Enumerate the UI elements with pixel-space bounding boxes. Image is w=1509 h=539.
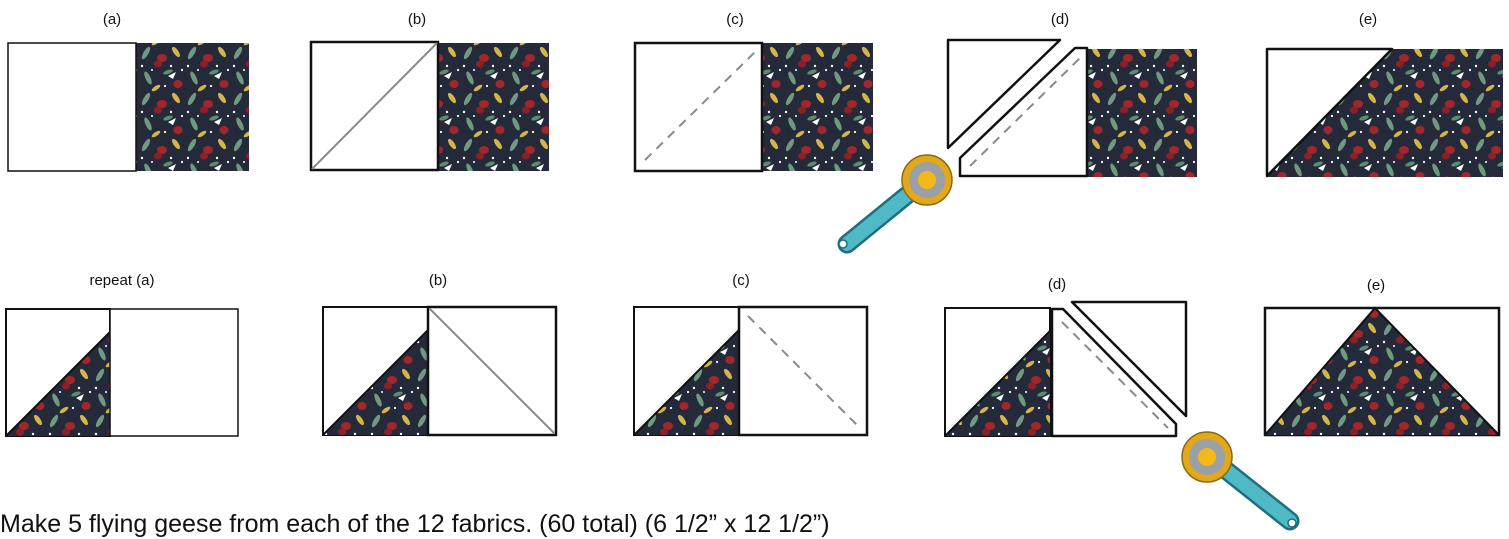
dashed-stitch-line xyxy=(644,51,756,161)
diagonal-line xyxy=(429,308,555,434)
fabric-rectangle xyxy=(136,43,249,171)
step-label-repeat-a: repeat (a) xyxy=(89,272,154,289)
step-b-row2 xyxy=(322,305,558,437)
step-c-row1 xyxy=(633,41,873,173)
dashed-stitch-line xyxy=(1061,321,1169,429)
step-label-a: (a) xyxy=(103,11,121,28)
step-a-row2 xyxy=(5,308,239,437)
white-square xyxy=(109,308,239,437)
dashed-stitch-line xyxy=(969,57,1081,167)
rotary-cutter-icon xyxy=(837,154,953,254)
step-label-b: (b) xyxy=(408,11,426,28)
step-e-row2 xyxy=(1263,306,1501,437)
instruction-caption: Make 5 flying geese from each of the 12 … xyxy=(0,510,830,538)
white-square xyxy=(633,41,764,173)
step-a-row1 xyxy=(7,42,249,172)
remaining-piece xyxy=(958,46,1089,178)
white-triangle xyxy=(1265,47,1394,178)
step-d-row1 xyxy=(837,38,1197,254)
fabric-goose-triangle xyxy=(1265,308,1499,435)
step-b-row1 xyxy=(309,40,549,172)
fabric-rectangle xyxy=(438,43,549,171)
step-e-row1 xyxy=(1265,47,1503,178)
step-label-c-row2: (c) xyxy=(732,272,750,289)
white-square xyxy=(737,305,869,437)
cut-triangle xyxy=(1070,300,1188,418)
step-label-e: (e) xyxy=(1359,11,1377,28)
step-label-c: (c) xyxy=(726,11,744,28)
white-square xyxy=(7,42,137,172)
step-label-e-row2: (e) xyxy=(1367,277,1385,294)
step-d-row2 xyxy=(944,300,1300,531)
fabric-rectangle xyxy=(1087,49,1197,177)
diagonal-line xyxy=(311,42,438,170)
step-label-b-row2: (b) xyxy=(429,272,447,289)
rotary-cutter-icon xyxy=(1181,431,1300,531)
cut-triangle xyxy=(946,38,1062,150)
step-label-d: (d) xyxy=(1051,11,1069,28)
step-label-d-row2: (d) xyxy=(1048,276,1066,293)
dashed-stitch-line xyxy=(747,315,859,427)
step-c-row2 xyxy=(633,305,869,437)
fabric-rectangle xyxy=(762,43,873,171)
